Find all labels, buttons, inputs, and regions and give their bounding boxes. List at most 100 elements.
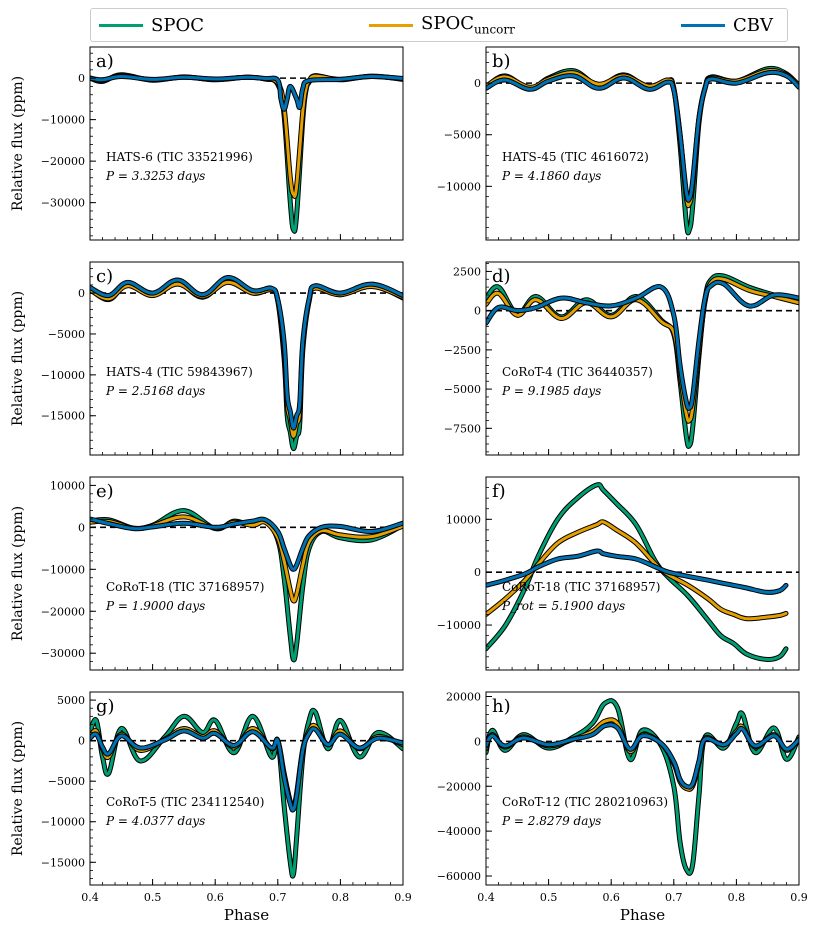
legend-entry-cbv: CBV [681,9,773,41]
panel-d-series [486,272,799,449]
panel-h-xtick-label: 0.7 [665,891,683,904]
panel-c-ytick-label: −10000 [41,369,85,382]
legend-swatch-spoc-uncorr [369,23,413,27]
panel-g-ytick-label: 5000 [57,694,85,707]
panel-h-xtick-label: 0.5 [540,891,558,904]
panel-b-annotation-period: P = 4.1860 days [501,169,601,183]
panel-g-ytick-label: 0 [78,735,85,748]
panel-h-series-spoc-outline [486,698,799,876]
panel-e-annotation-name: CoRoT-18 (TIC 37168957) [106,580,264,594]
panel-e: 10000 0 −10000 −20000 −30000 e) CoRoT-18 (TIC … [10,476,404,671]
panel-g-xtick-label: 0.6 [206,891,224,904]
panel-h-xtick-label: 0.8 [728,891,746,904]
panel-e-label: e) [96,481,114,502]
panel-f-label: f) [492,481,506,502]
panel-h-frame [485,691,800,886]
panel-d-ytick-label: −5000 [444,383,481,396]
legend-label-spoc: SPOC [151,14,204,36]
panel-a-series-cbv-outline [90,73,403,112]
panel-d-ytick-label: 0 [474,305,481,318]
panel-h-series-cbv-line [486,723,799,789]
panel-h-annotation-name: CoRoT-12 (TIC 280210963) [502,795,668,809]
panel-h-xtick-label: 0.6 [602,891,620,904]
panel-d-ytick-label: 2500 [453,265,481,278]
panel-d-annotation-period: P = 9.1985 days [501,384,601,398]
panel-h-ytick-label: 0 [474,735,481,748]
panel-d: 2500 0 −2500 −5000 −7500 d) CoRoT-4 (TIC 36440… [444,261,800,456]
panel-b-ytick-label: −10000 [437,180,481,193]
panel-f-ytick-label: 0 [474,566,481,579]
panel-b-label: b) [492,51,511,72]
panel-e-series [90,508,403,663]
panel-d-ytick-label: −7500 [444,422,481,435]
panel-f-series-spoc-line [486,483,788,662]
panel-c-series-cbv-line [90,276,403,430]
panel-a-frame [89,46,404,241]
legend-label-spoc-uncorr-sub: uncorr [473,22,515,37]
panel-g-ytick-label: −15000 [41,856,85,869]
panel-g-xtick-label: 0.8 [332,891,350,904]
panel-f-annotation-period: P_rot = 5.1900 days [501,599,625,613]
panel-g-ytick-label: −10000 [41,816,85,829]
panel-f-series-cbv-line [486,549,788,594]
panel-g: 5000 0 −5000 −10000 −15000 0.4 0.5 0.6 0.7 0.8 0.9… [10,691,412,924]
panel-h-xtick-label: 0.9 [790,891,808,904]
panel-e-ytick-label: −30000 [41,647,85,660]
panel-b-series [486,65,799,236]
panel-g-annotation-period: P = 4.0377 days [105,814,205,828]
panel-e-ylabel: Relative flux (ppm) [10,506,26,641]
panel-c-ytick-label: 0 [78,287,85,300]
panel-e-annotation-period: P = 1.9000 days [105,599,205,613]
legend-label-spoc-uncorr-base: SPOC [421,13,474,35]
panel-g-series-cbv-line [90,727,403,812]
panel-e-ytick-label: −20000 [41,605,85,618]
panel-h: 20000 0 −20000 −40000 −60000 0.4 0.5 0.6 0.7 0.8 0… [437,690,808,924]
panel-b-ytick-label: −5000 [444,129,481,142]
panel-g-xtick-label: 0.9 [394,891,412,904]
panel-d-series-cbv-line [486,280,799,410]
panel-a-ylabel: Relative flux (ppm) [10,76,26,211]
panel-c: 0 −5000 −10000 −15000 c) HATS-4 (TIC 59843967… [10,261,404,456]
panel-g-xlabel: Phase [224,906,269,924]
panel-h-xlabel: Phase [620,906,665,924]
panel-h-series-spoc-line [486,699,799,875]
panel-a-series [90,72,403,234]
panel-a-annotation-name: HATS-6 (TIC 33521996) [106,150,253,164]
panel-g-annotation-name: CoRoT-5 (TIC 234112540) [106,795,264,809]
legend-label-cbv: CBV [733,14,773,36]
panel-c-series [90,275,403,452]
legend-entry-spoc-uncorr: SPOCuncorr [369,9,515,41]
panel-c-annotation-name: HATS-4 (TIC 59843967) [106,365,253,379]
panel-g-xtick-label: 0.5 [144,891,162,904]
panel-b-series-cbv-line [486,70,799,202]
panel-a-label: a) [96,51,114,72]
panel-e-ytick-label: −10000 [41,563,85,576]
panel-h-xtick-label: 0.4 [477,891,495,904]
panel-e-frame [89,476,404,671]
panel-h-ytick-label: 20000 [446,690,481,703]
panel-a-annotation-period: P = 3.3253 days [105,169,205,183]
panel-e-ytick-label: 10000 [50,479,85,492]
panel-b: 0 −5000 −10000 b) HATS-45 (TIC 4616072) P = 4… [437,46,800,241]
panel-c-ytick-label: −15000 [41,410,85,423]
panel-b-annotation-name: HATS-45 (TIC 4616072) [502,150,649,164]
legend-swatch-cbv [681,23,725,27]
panel-h-series [486,698,799,876]
panel-f-ytick-label: −10000 [437,619,481,632]
panel-e-ytick-label: 0 [78,521,85,534]
panel-b-ytick-label: 0 [474,77,481,90]
panel-e-series-cbv-line [90,517,403,571]
panel-g-xtick-label: 0.7 [269,891,287,904]
panel-f: 10000 0 −10000 f) CoRoT-18 (TIC 37168957) P_r… [437,476,800,671]
panel-a: 0 −10000 −20000 −30000 a) HATS-6 (TIC 3352199… [10,46,404,241]
panel-a-ytick-label: −10000 [41,114,85,127]
panel-c-label: c) [96,266,113,287]
panel-d-annotation-name: CoRoT-4 (TIC 36440357) [502,365,653,379]
panel-f-series-spoc-uncorr-line [486,520,788,621]
panel-c-ylabel: Relative flux (ppm) [10,291,26,426]
legend-entry-spoc: SPOC [99,9,204,41]
panel-c-ytick-label: −5000 [48,328,85,341]
panel-g-ytick-label: −5000 [48,775,85,788]
panel-a-ytick-label: −30000 [41,197,85,210]
